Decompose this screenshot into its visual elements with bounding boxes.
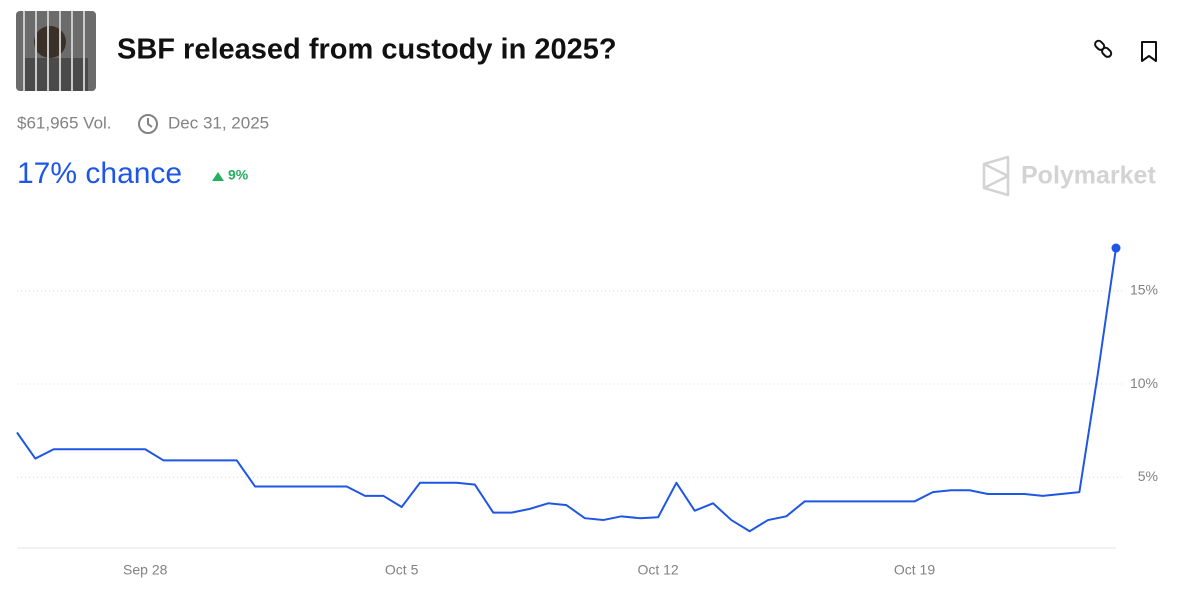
price-line bbox=[16, 247, 1117, 533]
x-tick-label: Oct 12 bbox=[637, 562, 678, 578]
title: SBF released from custody in 2025? bbox=[117, 34, 617, 66]
y-tick-label: 10% bbox=[1130, 375, 1158, 391]
end-date: Dec 31, 2025 bbox=[168, 113, 269, 132]
last-point bbox=[1111, 243, 1121, 253]
change-arrow bbox=[212, 172, 224, 181]
x-tick-label: Oct 19 bbox=[894, 562, 935, 578]
y-tick-label: 5% bbox=[1138, 468, 1158, 484]
link-icon[interactable] bbox=[1094, 39, 1113, 58]
volume: $61,965 Vol. bbox=[17, 113, 112, 132]
x-tick-label: Oct 5 bbox=[385, 562, 419, 578]
change: 9% bbox=[228, 167, 249, 183]
chance: 17% chance bbox=[17, 157, 182, 190]
bookmark-icon[interactable] bbox=[1141, 41, 1157, 62]
market-image bbox=[16, 11, 96, 91]
y-tick-label: 15% bbox=[1130, 282, 1158, 298]
x-tick-label: Sep 28 bbox=[123, 562, 168, 578]
brand: Polymarket bbox=[1021, 162, 1156, 190]
clock-icon bbox=[138, 114, 158, 134]
brand-logo bbox=[982, 155, 1010, 197]
